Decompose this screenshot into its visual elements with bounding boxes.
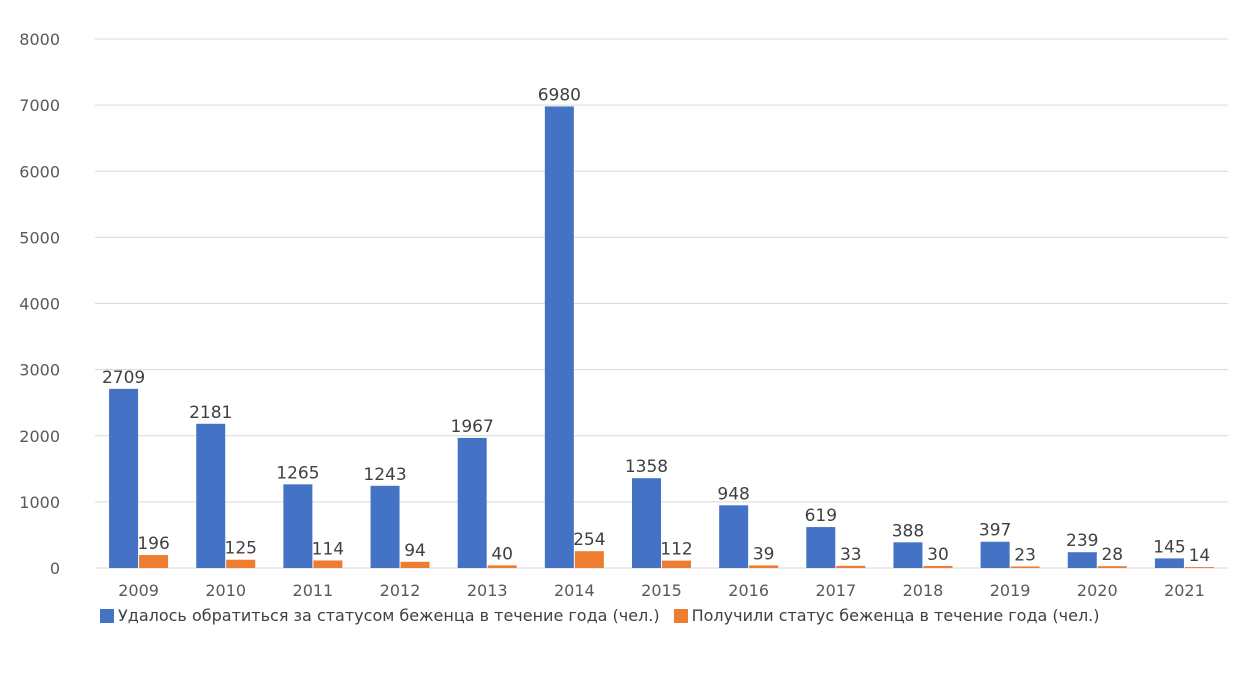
bar-applied [719, 505, 749, 568]
bar-granted [487, 565, 517, 568]
data-label-granted: 23 [1014, 545, 1036, 565]
bar-granted [1010, 566, 1040, 568]
x-tick-label: 2018 [903, 581, 944, 600]
bar-applied [806, 527, 836, 568]
legend-item-applied: Удалось обратиться за статусом беженца в… [100, 606, 660, 625]
x-tick-label: 2010 [205, 581, 246, 600]
y-tick-label: 0 [50, 559, 60, 578]
x-tick-label: 2021 [1164, 581, 1205, 600]
x-tick-label: 2014 [554, 581, 595, 600]
x-tick-label: 2013 [467, 581, 508, 600]
bar-applied [544, 106, 574, 568]
data-label-applied: 1265 [276, 463, 319, 483]
data-label-applied: 619 [805, 506, 837, 526]
x-tick-label: 2019 [990, 581, 1031, 600]
data-label-applied: 2181 [189, 403, 232, 423]
data-label-granted: 40 [491, 544, 513, 564]
data-label-granted: 114 [312, 539, 344, 559]
data-label-granted: 94 [404, 541, 426, 561]
data-label-granted: 196 [137, 534, 169, 554]
bar-granted [1184, 567, 1214, 568]
bar-granted [139, 555, 169, 568]
legend-label-granted: Получили статус беженца в течение года (… [691, 606, 1100, 625]
bar-granted [749, 565, 779, 568]
x-tick-label: 2011 [293, 581, 334, 600]
data-label-applied: 1243 [363, 465, 406, 485]
bar-chart: 0 1000 2000 3000 4000 5000 6000 7000 8000 2709 196… [19, 30, 1228, 600]
y-tick-label: 5000 [19, 228, 60, 247]
data-label-granted: 254 [573, 530, 605, 550]
bar-applied [196, 423, 226, 568]
bar-granted [226, 559, 256, 568]
y-tick-label: 3000 [19, 361, 60, 380]
bar-applied [370, 485, 400, 568]
legend: Удалось обратиться за статусом беженца в… [100, 606, 1240, 625]
bar-granted [836, 565, 866, 568]
data-label-applied: 6980 [538, 85, 581, 105]
y-tick-label: 4000 [19, 295, 60, 314]
bar-granted [313, 560, 343, 568]
bar-granted [574, 551, 604, 568]
legend-label-applied: Удалось обратиться за статусом беженца в… [118, 606, 660, 625]
data-label-granted: 30 [927, 545, 949, 565]
bar-applied [283, 484, 313, 568]
x-tick-label: 2017 [815, 581, 856, 600]
bar-granted [923, 566, 953, 568]
data-label-applied: 1967 [451, 417, 494, 437]
bar-applied [1154, 558, 1184, 568]
y-tick-label: 6000 [19, 162, 60, 181]
y-tick-label: 7000 [19, 96, 60, 115]
bar-applied [980, 541, 1010, 568]
legend-item-granted: Получили статус беженца в течение года (… [673, 606, 1100, 625]
data-label-applied: 2709 [102, 368, 145, 388]
data-label-applied: 145 [1153, 537, 1185, 557]
data-label-granted: 33 [840, 545, 862, 565]
bar-applied [109, 388, 139, 568]
x-tick-label: 2020 [1077, 581, 1118, 600]
data-label-applied: 397 [979, 521, 1011, 541]
bar-granted [662, 560, 691, 568]
x-tick-label: 2009 [118, 581, 159, 600]
bar-applied [1067, 552, 1097, 568]
x-tick-label: 2015 [641, 581, 682, 600]
data-label-granted: 125 [225, 539, 257, 559]
data-label-granted: 14 [1189, 546, 1211, 566]
legend-swatch-applied [100, 608, 114, 623]
y-tick-label: 8000 [19, 30, 60, 49]
data-label-granted: 112 [660, 540, 692, 560]
bar-granted [1097, 566, 1127, 568]
data-label-applied: 1358 [625, 457, 668, 477]
data-label-granted: 28 [1101, 545, 1123, 565]
x-tick-label: 2016 [728, 581, 769, 600]
bar-applied [893, 542, 923, 568]
data-label-applied: 239 [1066, 531, 1098, 551]
y-tick-label: 2000 [19, 427, 60, 446]
x-tick-label: 2012 [380, 581, 421, 600]
bar-applied [632, 478, 661, 568]
bar-applied [457, 437, 487, 568]
y-tick-label: 1000 [19, 493, 60, 512]
data-label-applied: 388 [892, 521, 924, 541]
bar-granted [400, 561, 430, 568]
data-label-granted: 39 [753, 544, 775, 564]
legend-swatch-granted [673, 608, 688, 623]
data-label-applied: 948 [717, 484, 749, 504]
